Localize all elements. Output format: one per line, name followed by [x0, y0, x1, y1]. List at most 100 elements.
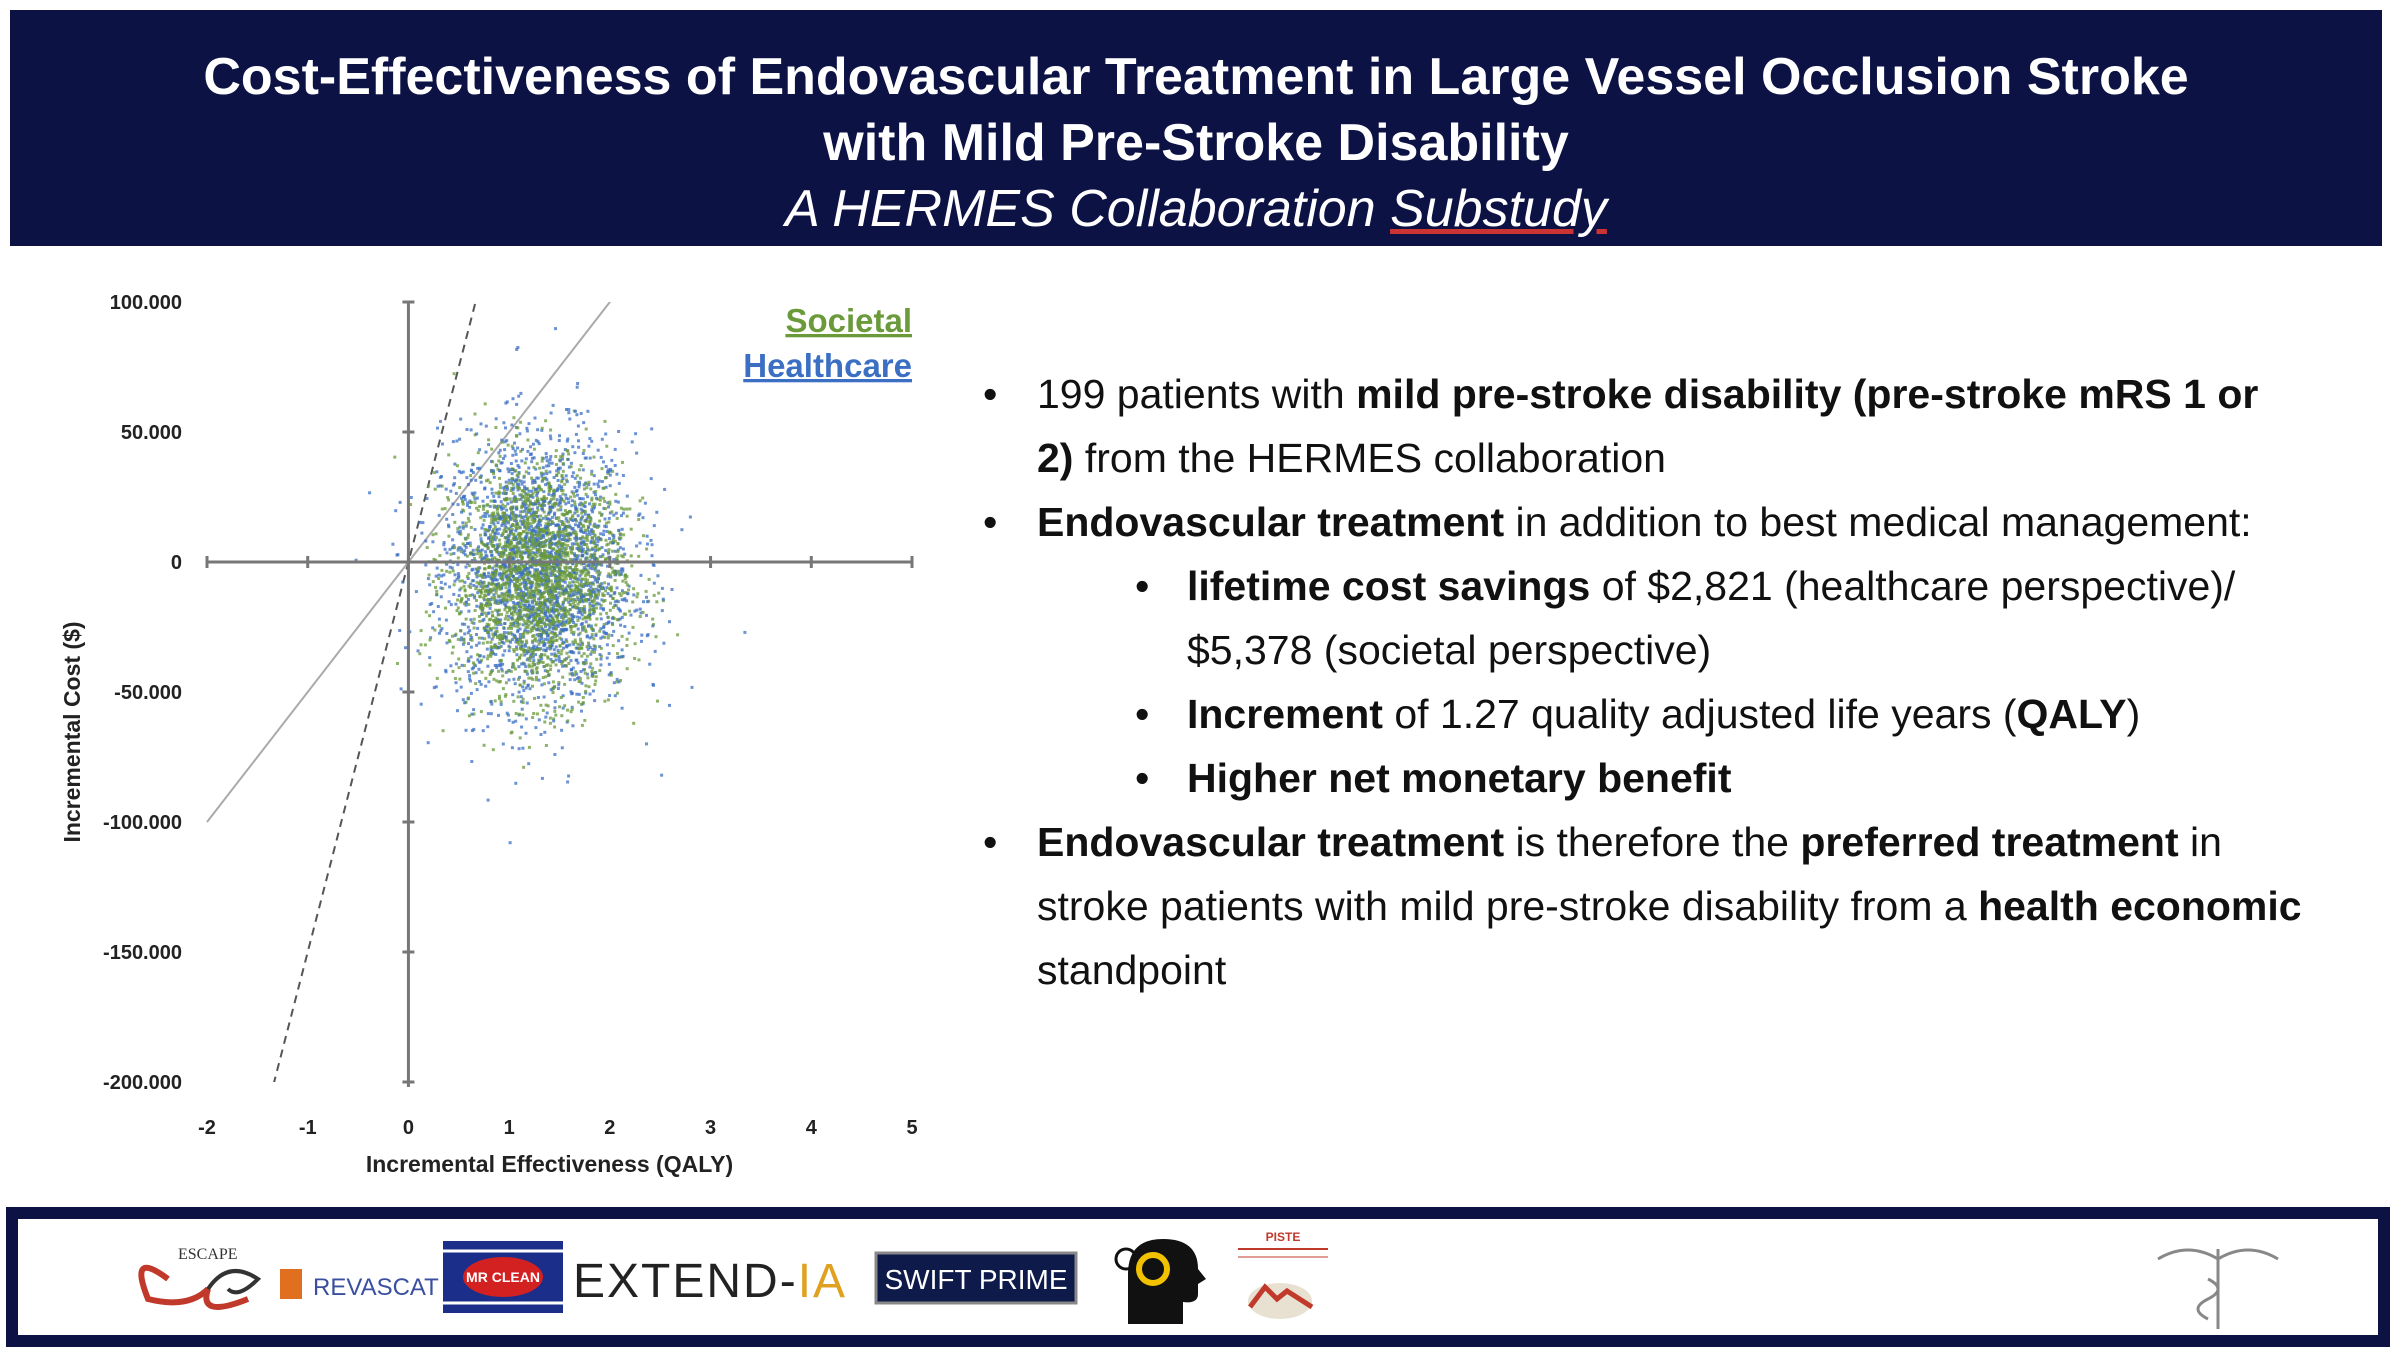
scatter-point	[538, 466, 542, 470]
scatter-point	[559, 505, 563, 509]
scatter-point	[477, 667, 481, 671]
scatter-point	[542, 499, 546, 503]
scatter-point	[623, 577, 627, 581]
scatter-point	[605, 656, 609, 660]
scatter-point	[495, 663, 499, 667]
scatter-point	[670, 588, 674, 591]
scatter-point	[550, 493, 554, 497]
scatter-point	[551, 680, 555, 684]
scatter-point	[484, 553, 488, 557]
scatter-point	[477, 588, 481, 592]
scatter-point	[509, 489, 513, 492]
scatter-point	[522, 592, 526, 596]
scatter-point	[431, 580, 435, 584]
scatter-point	[560, 624, 564, 628]
scatter-point	[564, 627, 568, 631]
scatter-point	[528, 571, 531, 575]
scatter-point	[558, 466, 562, 470]
scatter-point	[588, 665, 592, 669]
scatter-point	[566, 644, 570, 648]
scatter-point	[424, 563, 428, 567]
scatter-point	[533, 530, 537, 533]
scatter-point	[513, 499, 517, 503]
scatter-point	[611, 623, 615, 627]
swift-prime-logo-text: SWIFT PRIME	[884, 1264, 1067, 1295]
scatter-point	[564, 587, 568, 591]
scatter-point	[486, 592, 490, 596]
scatter-point	[555, 563, 559, 567]
scatter-point	[523, 600, 527, 603]
scatter-point	[558, 525, 562, 529]
scatter-point	[609, 601, 612, 605]
scatter-point	[485, 589, 489, 593]
escape-logo: ESCAPE	[138, 1246, 262, 1310]
scatter-point	[445, 569, 449, 573]
scatter-point	[426, 577, 430, 581]
scatter-point	[555, 469, 559, 473]
scatter-point	[540, 428, 544, 432]
scatter-point	[539, 518, 543, 522]
scatter-point	[514, 507, 518, 511]
scatter-point	[544, 562, 548, 566]
scatter-point	[593, 650, 596, 654]
scatter-point	[559, 591, 563, 595]
scatter-point	[632, 587, 636, 591]
scatter-point	[520, 459, 524, 463]
scatter-point	[569, 550, 573, 554]
scatter-point	[586, 647, 590, 651]
scatter-point	[543, 583, 547, 587]
scatter-point	[542, 490, 546, 494]
scatter-point	[580, 681, 584, 685]
scatter-point	[489, 627, 493, 631]
scatter-point	[554, 327, 557, 331]
scatter-point	[580, 550, 584, 554]
scatter-point	[642, 534, 645, 538]
scatter-point	[525, 566, 529, 570]
scatter-point	[549, 541, 553, 545]
scatter-point	[510, 528, 514, 531]
scatter-point	[521, 685, 525, 689]
scatter-point	[542, 579, 546, 582]
scatter-point	[503, 694, 507, 698]
scatter-point	[532, 447, 536, 451]
scatter-point	[476, 658, 480, 662]
scatter-point	[619, 572, 623, 576]
scatter-point	[582, 504, 586, 508]
scatter-point	[593, 598, 596, 602]
scatter-point	[482, 598, 486, 602]
scatter-point	[585, 635, 589, 639]
scatter-point	[539, 471, 543, 475]
scatter-point	[532, 663, 536, 667]
scatter-point	[532, 634, 536, 637]
scatter-point	[520, 707, 524, 711]
scatter-point	[502, 633, 506, 637]
scatter-point	[543, 548, 546, 552]
scatter-point	[511, 574, 514, 578]
scatter-point	[636, 592, 640, 596]
scatter-point	[497, 553, 501, 556]
scatter-point	[554, 645, 558, 649]
scatter-point	[486, 657, 490, 661]
thrace-logo	[1110, 1239, 1206, 1327]
scatter-point	[467, 519, 471, 523]
scatter-point	[567, 617, 571, 621]
scatter-point	[575, 474, 579, 478]
scatter-point	[467, 642, 470, 646]
scatter-point	[544, 675, 548, 679]
scatter-point	[471, 553, 475, 557]
scatter-point	[524, 625, 528, 629]
scatter-point	[478, 595, 482, 599]
scatter-point	[499, 662, 503, 666]
scatter-point	[514, 469, 518, 473]
scatter-point	[468, 512, 472, 516]
scatter-point	[591, 612, 595, 616]
scatter-point	[648, 662, 652, 666]
scatter-point	[482, 655, 486, 659]
scatter-point	[552, 476, 556, 479]
scatter-point	[432, 557, 436, 561]
scatter-point	[542, 566, 546, 570]
scatter-point	[598, 555, 602, 559]
scatter-point	[494, 426, 498, 429]
scatter-point	[537, 543, 541, 546]
scatter-point	[617, 528, 621, 532]
